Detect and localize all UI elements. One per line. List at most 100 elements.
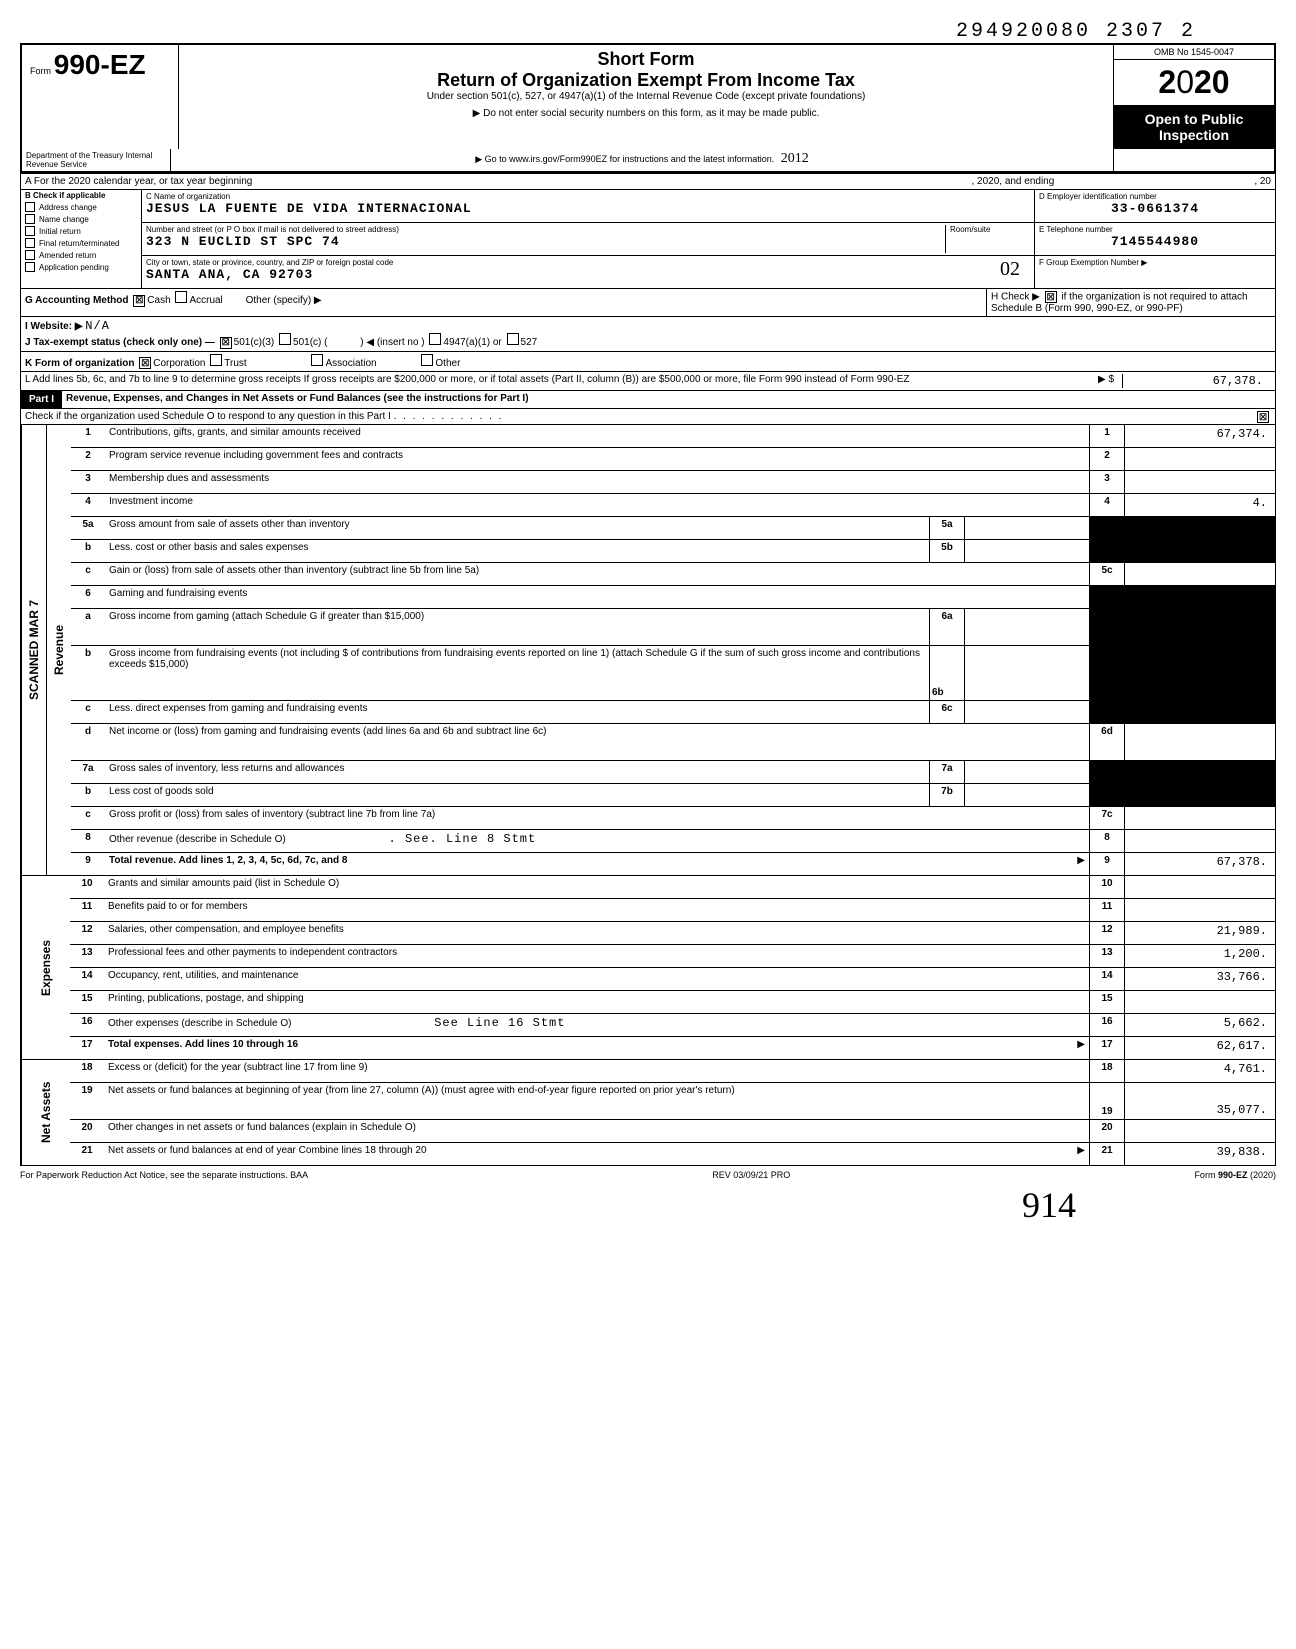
- line-6c: c Less. direct expenses from gaming and …: [71, 701, 1275, 724]
- signature-mark: 914: [20, 1184, 1276, 1226]
- ein-label: D Employer identification number: [1039, 192, 1271, 201]
- chk-pending[interactable]: Application pending: [21, 261, 141, 273]
- tel-value: 7145544980: [1039, 234, 1271, 249]
- revenue-label: Revenue: [46, 425, 71, 875]
- chk-accrual[interactable]: [175, 291, 187, 303]
- chk-cash[interactable]: ☒: [133, 295, 145, 307]
- form-number-cell: Form 990-EZ: [22, 45, 179, 149]
- part1-title: Revenue, Expenses, and Changes in Net As…: [62, 391, 533, 408]
- col-b-header: B Check if applicable: [21, 190, 141, 201]
- addr-label: Number and street (or P O box if mail is…: [146, 225, 945, 234]
- header-right: OMB No 1545-0047 2020 Open to Public Ins…: [1113, 45, 1274, 149]
- chk-initial-return[interactable]: Initial return: [21, 225, 141, 237]
- line-6a: a Gross income from gaming (attach Sched…: [71, 609, 1275, 646]
- line-4: 4 Investment income 4 4.: [71, 494, 1275, 517]
- city-value: SANTA ANA, CA 92703: [146, 267, 1000, 282]
- chk-4947[interactable]: [429, 333, 441, 345]
- footer-mid: REV 03/09/21 PRO: [712, 1170, 790, 1180]
- group-row: F Group Exemption Number ▶: [1035, 256, 1275, 288]
- part1-header-row: Part I Revenue, Expenses, and Changes in…: [20, 391, 1276, 409]
- chk-schedule-b[interactable]: ☒: [1045, 291, 1057, 303]
- chk-corp[interactable]: ☒: [139, 357, 151, 369]
- chk-final-return[interactable]: Final return/terminated: [21, 237, 141, 249]
- row-a-tax-year: A For the 2020 calendar year, or tax yea…: [20, 173, 1276, 190]
- row-a-end: , 20: [1254, 176, 1271, 187]
- chk-527[interactable]: [507, 333, 519, 345]
- l-text: L Add lines 5b, 6c, and 7b to line 9 to …: [25, 374, 1122, 388]
- chk-amended[interactable]: Amended return: [21, 249, 141, 261]
- line-7c: c Gross profit or (loss) from sales of i…: [71, 807, 1275, 830]
- line-13: 13 Professional fees and other payments …: [70, 945, 1275, 968]
- netassets-body: 18 Excess or (deficit) for the year (sub…: [70, 1060, 1275, 1165]
- footer-right: Form 990-EZ (2020): [1194, 1170, 1276, 1180]
- section-l: L Add lines 5b, 6c, and 7b to line 9 to …: [20, 372, 1276, 391]
- line-1: 1 Contributions, gifts, grants, and simi…: [71, 425, 1275, 448]
- addr-row: Number and street (or P O box if mail is…: [142, 223, 1034, 256]
- org-name-label: C Name of organization: [146, 192, 1030, 201]
- top-stamp-number: 294920080 2307 2: [20, 20, 1276, 43]
- addr-value: 323 N EUCLID ST SPC 74: [146, 234, 945, 249]
- line-18: 18 Excess or (deficit) for the year (sub…: [70, 1060, 1275, 1083]
- line-8: 8 Other revenue (describe in Schedule O)…: [71, 830, 1275, 853]
- line-14: 14 Occupancy, rent, utilities, and maint…: [70, 968, 1275, 991]
- ein-value: 33-0661374: [1039, 201, 1271, 216]
- line-7b: b Less cost of goods sold 7b: [71, 784, 1275, 807]
- l-amount: 67,378.: [1122, 374, 1271, 388]
- form-number: 990-EZ: [54, 49, 146, 80]
- line-19: 19 Net assets or fund balances at beginn…: [70, 1083, 1275, 1120]
- line-2: 2 Program service revenue including gove…: [71, 448, 1275, 471]
- form-prefix: Form: [30, 66, 51, 76]
- line-3: 3 Membership dues and assessments 3: [71, 471, 1275, 494]
- omb-number: OMB No 1545-0047: [1114, 45, 1274, 60]
- part1-check-note: Check if the organization used Schedule …: [20, 409, 1276, 425]
- ein-row: D Employer identification number 33-0661…: [1035, 190, 1275, 223]
- group-label: F Group Exemption Number ▶: [1039, 258, 1271, 267]
- col-b-checkboxes: B Check if applicable Address change Nam…: [21, 190, 142, 288]
- expenses-section: Expenses 10 Grants and similar amounts p…: [20, 876, 1276, 1060]
- chk-name-change[interactable]: Name change: [21, 213, 141, 225]
- subtitle: Under section 501(c), 527, or 4947(a)(1)…: [183, 91, 1109, 102]
- part1-badge: Part I: [21, 391, 62, 408]
- netassets-section: Net Assets 18 Excess or (deficit) for th…: [20, 1060, 1276, 1166]
- revenue-body: 1 Contributions, gifts, grants, and simi…: [71, 425, 1275, 875]
- short-form-title: Short Form: [183, 49, 1109, 70]
- h-check: H Check ▶ ☒ if the organization is not r…: [986, 289, 1275, 316]
- self-cert-spacer: [1113, 149, 1274, 171]
- g-accounting: G Accounting Method ☒Cash Accrual Other …: [21, 289, 986, 316]
- website-row: I Website: ▶ N/A J Tax-exempt status (ch…: [21, 317, 987, 351]
- line-5a: 5a Gross amount from sale of assets othe…: [71, 517, 1275, 540]
- chk-other-org[interactable]: [421, 354, 433, 366]
- line-5b: b Less. cost or other basis and sales ex…: [71, 540, 1275, 563]
- line-7a: 7a Gross sales of inventory, less return…: [71, 761, 1275, 784]
- col-c-org-info: C Name of organization JESUS LA FUENTE D…: [142, 190, 1035, 288]
- chk-assoc[interactable]: [311, 354, 323, 366]
- line-6d: d Net income or (loss) from gaming and f…: [71, 724, 1275, 761]
- expenses-body: 10 Grants and similar amounts paid (list…: [70, 876, 1275, 1059]
- line-10: 10 Grants and similar amounts paid (list…: [70, 876, 1275, 899]
- city-row: City or town, state or province, country…: [142, 256, 1034, 288]
- city-handwritten: 02: [1000, 258, 1030, 286]
- footer-left: For Paperwork Reduction Act Notice, see …: [20, 1170, 308, 1180]
- row-a-mid: , 2020, and ending: [971, 176, 1054, 187]
- chk-trust[interactable]: [210, 354, 222, 366]
- chk-address-change[interactable]: Address change: [21, 201, 141, 213]
- chk-501c[interactable]: [279, 333, 291, 345]
- note1: ▶ Do not enter social security numbers o…: [183, 108, 1109, 119]
- room-label: Room/suite: [950, 225, 1030, 234]
- dots: . . . . . . . . . . . .: [394, 411, 504, 422]
- netassets-label: Net Assets: [21, 1060, 70, 1165]
- instructions-link: ▶ Go to www.irs.gov/Form990EZ for instru…: [171, 149, 1113, 171]
- line-20: 20 Other changes in net assets or fund b…: [70, 1120, 1275, 1143]
- handwritten-year: 2012: [781, 151, 809, 166]
- chk-schedule-o[interactable]: ☒: [1257, 411, 1269, 423]
- tel-label: E Telephone number: [1039, 225, 1271, 234]
- line-21: 21 Net assets or fund balances at end of…: [70, 1143, 1275, 1165]
- return-title: Return of Organization Exempt From Incom…: [183, 70, 1109, 91]
- header-center: Short Form Return of Organization Exempt…: [179, 45, 1113, 149]
- section-b-through-f: B Check if applicable Address change Nam…: [20, 190, 1276, 289]
- chk-501c3[interactable]: ☒: [220, 337, 232, 349]
- line-12: 12 Salaries, other compensation, and emp…: [70, 922, 1275, 945]
- tel-row: E Telephone number 7145544980: [1035, 223, 1275, 256]
- row-a-label: A For the 2020 calendar year, or tax yea…: [25, 176, 252, 187]
- tax-year: 2020: [1114, 60, 1274, 105]
